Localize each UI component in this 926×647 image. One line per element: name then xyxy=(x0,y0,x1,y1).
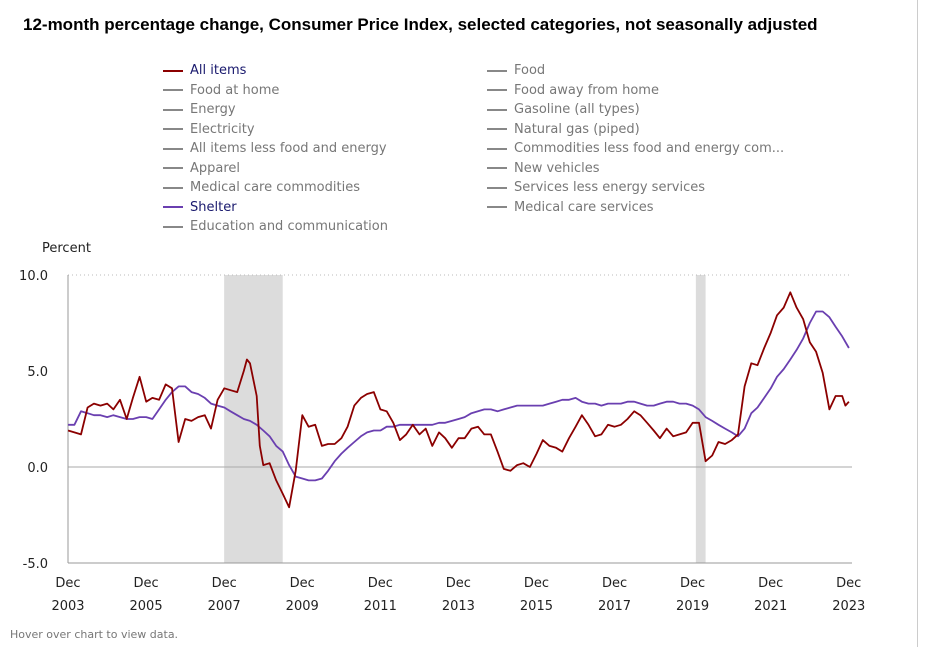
legend-swatch xyxy=(163,225,183,228)
series-line-all-items xyxy=(67,291,850,509)
x-tick-year: 2009 xyxy=(286,599,319,614)
legend-item-food-away-from-home[interactable]: Food away from home xyxy=(487,81,659,100)
legend-label: Shelter xyxy=(190,199,237,215)
x-tick-year: 2007 xyxy=(208,599,241,614)
y-axis-label: Percent xyxy=(42,241,91,256)
legend-label: Food xyxy=(514,63,546,78)
x-tick-year: 2015 xyxy=(520,599,553,614)
x-tick-year: 2003 xyxy=(51,599,84,614)
x-tick-year: 2013 xyxy=(442,599,475,614)
legend-label: Natural gas (piped) xyxy=(514,121,640,137)
legend-item-all-items-less-food-and-energy[interactable]: All items less food and energy xyxy=(163,139,387,158)
x-tick-year: 2005 xyxy=(130,599,163,614)
legend-swatch xyxy=(163,167,183,169)
legend-item-services-less-energy-services[interactable]: Services less energy services xyxy=(487,178,705,197)
legend-label: Medical care services xyxy=(514,199,654,215)
y-tick-label: 10.0 xyxy=(19,269,48,284)
legend-swatch xyxy=(487,69,507,72)
page-divider xyxy=(917,0,918,647)
x-tick-month: Dec xyxy=(680,576,705,591)
x-tick-month: Dec xyxy=(133,576,158,591)
legend-swatch xyxy=(163,89,183,91)
gridlines xyxy=(68,274,852,468)
hover-hint: Hover over chart to view data. xyxy=(10,628,179,641)
legend-label: New vehicles xyxy=(514,160,600,176)
x-tick-month: Dec xyxy=(446,576,471,591)
legend-item-apparel[interactable]: Apparel xyxy=(163,159,240,178)
legend-swatch xyxy=(487,167,507,169)
chart-title: 12-month percentage change, Consumer Pri… xyxy=(23,15,818,34)
legend-label: Energy xyxy=(190,102,236,117)
legend-swatch xyxy=(487,128,507,130)
recession-band xyxy=(695,275,706,563)
x-tick-month: Dec xyxy=(368,576,393,591)
x-tick-month: Dec xyxy=(524,576,549,591)
recession-bands xyxy=(224,275,706,563)
x-tick-year: 2017 xyxy=(598,599,631,614)
legend-swatch xyxy=(487,108,507,111)
legend: All items Food at home Energy Electricity Al… xyxy=(0,61,926,241)
series-lines xyxy=(67,291,850,509)
legend-label: Apparel xyxy=(190,160,241,176)
x-tick-month: Dec xyxy=(758,576,783,591)
legend-swatch xyxy=(487,186,507,189)
legend-label: Commodities less food and energy com... xyxy=(514,141,785,156)
x-tick-year: 2019 xyxy=(676,599,709,614)
legend-label: Gasoline (all types) xyxy=(514,102,640,117)
x-tick-month: Dec xyxy=(602,576,627,591)
y-tick-label: 5.0 xyxy=(27,365,48,380)
legend-item-natural-gas-piped[interactable]: Natural gas (piped) xyxy=(487,120,640,139)
legend-swatch xyxy=(163,69,183,72)
legend-label: Education and communication xyxy=(190,219,388,234)
axes xyxy=(67,275,852,564)
legend-swatch xyxy=(487,89,507,91)
tick-labels: 10.0 5.0 0.0 -5.0 Dec 2003 Dec 2005 Dec 2007 Dec 20… xyxy=(19,269,865,614)
x-tick-year: 2021 xyxy=(754,599,787,614)
legend-swatch xyxy=(487,147,507,150)
legend-swatch xyxy=(163,147,183,150)
legend-item-commodities-less-food-and-energy-com[interactable]: Commodities less food and energy com... xyxy=(487,139,784,158)
legend-item-food-at-home[interactable]: Food at home xyxy=(163,81,279,100)
legend-label: Food at home xyxy=(190,82,280,98)
x-tick-month: Dec xyxy=(290,576,315,591)
legend-item-food[interactable]: Food xyxy=(487,61,545,80)
legend-label: All items xyxy=(190,63,247,78)
legend-swatch xyxy=(163,128,183,130)
legend-item-medical-care-services[interactable]: Medical care services xyxy=(487,198,654,217)
y-tick-label: 0.0 xyxy=(27,461,48,476)
legend-label: Electricity xyxy=(190,121,255,137)
legend-swatch xyxy=(487,206,507,208)
legend-label: Food away from home xyxy=(514,82,659,98)
legend-item-all-items[interactable]: All items xyxy=(163,61,246,80)
legend-item-shelter[interactable]: Shelter xyxy=(163,198,237,217)
recession-band xyxy=(224,275,283,563)
x-tick-month: Dec xyxy=(836,576,861,591)
legend-item-energy[interactable]: Energy xyxy=(163,100,236,119)
series-line-shelter xyxy=(68,310,850,482)
legend-item-gasoline-all-types[interactable]: Gasoline (all types) xyxy=(487,100,640,119)
x-tick-year: 2011 xyxy=(364,599,397,614)
legend-item-education-and-communication[interactable]: Education and communication xyxy=(163,217,388,236)
legend-label: All items less food and energy xyxy=(190,141,387,156)
legend-item-new-vehicles[interactable]: New vehicles xyxy=(487,159,600,178)
legend-item-electricity[interactable]: Electricity xyxy=(163,120,255,139)
y-tick-label: -5.0 xyxy=(23,557,48,572)
legend-swatch xyxy=(163,108,183,111)
x-tick-year: 2023 xyxy=(832,599,865,614)
x-tick-month: Dec xyxy=(212,576,237,591)
x-tick-month: Dec xyxy=(55,576,80,591)
legend-label: Services less energy services xyxy=(514,180,706,195)
legend-label: Medical care commodities xyxy=(190,180,360,195)
legend-item-medical-care-commodities[interactable]: Medical care commodities xyxy=(163,178,360,197)
legend-swatch xyxy=(163,186,183,189)
legend-swatch xyxy=(163,206,183,208)
